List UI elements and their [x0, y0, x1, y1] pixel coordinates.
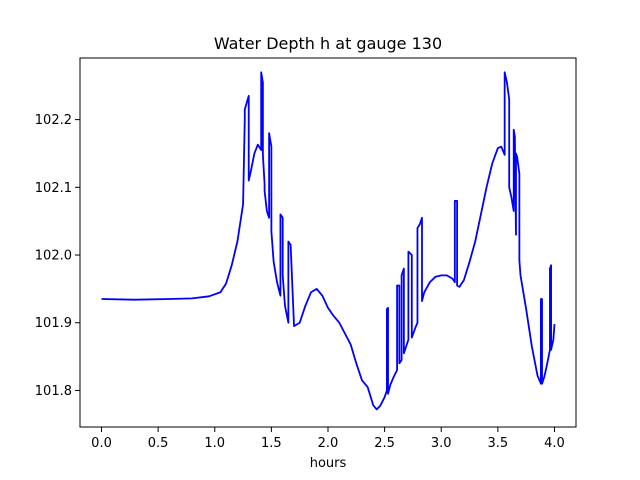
x-axis-label: hours: [310, 456, 347, 471]
x-axis: 0.0 0.5 1.0 1.5 2.0 2.5 3.0 3.5 4.0: [91, 427, 565, 451]
y-tick-label: 102.2: [35, 113, 72, 128]
y-axis: 101.8 101.9 102.0 102.1 102.2: [35, 113, 80, 399]
x-tick-label: 4.0: [544, 436, 565, 451]
y-tick-label: 102.0: [35, 249, 72, 264]
y-tick-label: 101.8: [35, 384, 72, 399]
series-line-0: [101, 71, 556, 411]
chart-title: Water Depth h at gauge 130: [214, 34, 442, 53]
x-tick-label: 1.0: [204, 436, 225, 451]
y-tick-label: 101.9: [35, 316, 72, 331]
x-tick-label: 0.0: [91, 436, 112, 451]
y-tick-label: 102.1: [35, 181, 72, 196]
x-tick-label: 3.5: [488, 436, 509, 451]
x-tick-label: 0.5: [148, 436, 169, 451]
plot-area: [101, 71, 556, 411]
x-tick-label: 2.5: [374, 436, 395, 451]
x-tick-label: 2.0: [318, 436, 339, 451]
x-tick-label: 1.5: [261, 436, 282, 451]
x-tick-label: 3.0: [431, 436, 452, 451]
